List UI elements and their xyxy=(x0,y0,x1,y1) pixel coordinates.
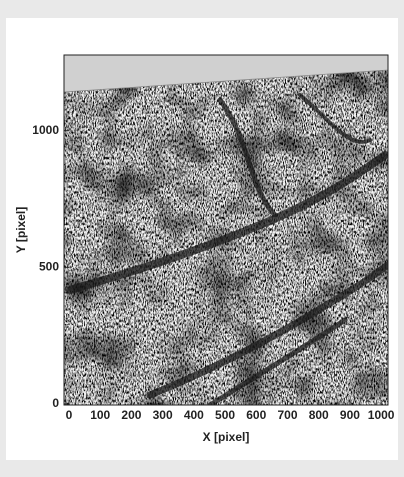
y-tick-label: 500 xyxy=(39,259,59,273)
x-tick-label: 0 xyxy=(66,408,73,422)
x-tick-label: 500 xyxy=(215,408,235,422)
page: X [pixel] Y [pixel] 0 100 200 300 400 500 600 7… xyxy=(0,0,404,477)
vector-field-image xyxy=(64,55,388,405)
x-tick-label: 700 xyxy=(277,408,297,422)
y-tick-label: 1000 xyxy=(32,123,59,137)
x-tick-label: 300 xyxy=(153,408,173,422)
x-tick-label: 1000 xyxy=(368,408,395,422)
x-tick-label: 800 xyxy=(309,408,329,422)
x-tick-label: 200 xyxy=(121,408,141,422)
x-tick-label: 100 xyxy=(90,408,110,422)
x-tick-label: 600 xyxy=(246,408,266,422)
chart: X [pixel] Y [pixel] 0 100 200 300 400 500 600 7… xyxy=(0,0,404,477)
x-tick-label: 400 xyxy=(184,408,204,422)
y-tick-label: 0 xyxy=(52,396,59,410)
y-axis-label: Y [pixel] xyxy=(14,207,28,253)
x-tick-label: 900 xyxy=(340,408,360,422)
x-axis-label: X [pixel] xyxy=(203,430,250,444)
